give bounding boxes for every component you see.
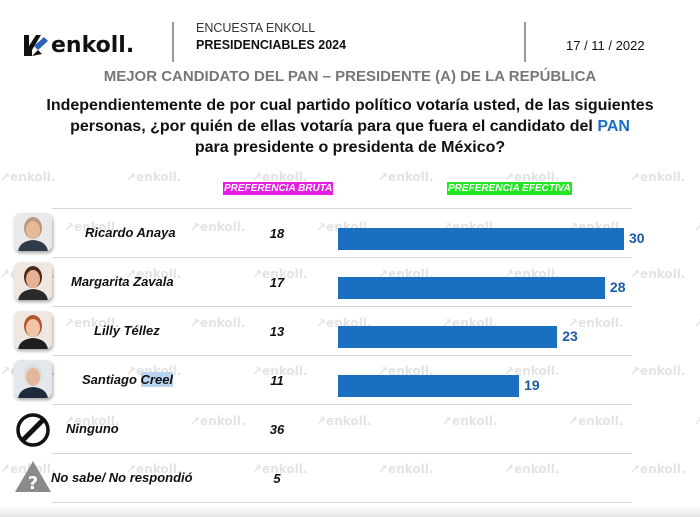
candidate-name: No sabe/ No respondió: [51, 470, 193, 485]
row-divider: [330, 257, 632, 258]
watermark: ↗enkoll.: [442, 414, 498, 428]
watermark: ↗enkoll.: [630, 267, 686, 281]
survey-name: ENCUESTA ENKOLL: [196, 21, 316, 35]
candidate-name: Ninguno: [66, 421, 119, 436]
survey-date: 17 / 11 / 2022: [566, 38, 645, 53]
row-divider: [330, 306, 632, 307]
watermark: ↗enkoll.: [694, 414, 700, 428]
candidate-name: Margarita Zavala: [71, 274, 174, 289]
watermark: ↗enkoll.: [316, 414, 372, 428]
preferencia-bruta-value: 11: [270, 373, 284, 388]
watermark: ↗enkoll.: [64, 414, 120, 428]
header-divider-left: [172, 22, 174, 62]
survey-question: Independientemente de por cual partido p…: [40, 95, 660, 158]
preferencia-efectiva-bar: [338, 375, 520, 397]
preferencia-bruta-value: 36: [269, 422, 285, 437]
preferencia-efectiva-bar: [338, 228, 624, 250]
watermark: ↗enkoll.: [0, 462, 56, 476]
preferencia-efectiva-value: 19: [524, 377, 540, 393]
watermark: ↗enkoll.: [126, 462, 182, 476]
watermark: ↗enkoll.: [630, 170, 686, 184]
question-text-2: para presidente o presidenta de México?: [194, 139, 506, 156]
watermark: ↗enkoll.: [64, 220, 120, 234]
watermark: ↗enkoll.: [252, 364, 308, 378]
row-divider: [330, 404, 632, 405]
watermark: ↗enkoll.: [0, 170, 56, 184]
preferencia-efectiva-bar: [338, 277, 605, 299]
preferencia-efectiva-value: 30: [629, 230, 645, 246]
watermark: ↗enkoll.: [504, 364, 560, 378]
preferencia-bruta-value: 17: [269, 275, 285, 290]
prohibited-icon: [15, 412, 51, 453]
question-warning-icon: ?: [14, 459, 52, 498]
enkoll-logo: enkoll.: [22, 30, 134, 60]
row-divider: [52, 502, 352, 503]
row-divider: [330, 453, 632, 454]
bottom-edge-shadow: [0, 505, 700, 517]
row-divider: [330, 208, 632, 209]
candidate-name: Santiago Creel: [82, 372, 174, 387]
photo-santiago-creel: [14, 360, 52, 398]
watermark: ↗enkoll.: [694, 220, 700, 234]
preferencia-bruta-value: 5: [273, 471, 281, 486]
watermark: ↗enkoll.: [568, 414, 624, 428]
row-divider: [52, 257, 352, 258]
watermark: ↗enkoll.: [190, 316, 246, 330]
watermark: ↗enkoll.: [126, 170, 182, 184]
watermark: ↗enkoll.: [504, 170, 560, 184]
row-divider: [52, 306, 352, 307]
watermark: ↗enkoll.: [64, 316, 120, 330]
watermark: ↗enkoll.: [126, 267, 182, 281]
watermark: ↗enkoll.: [190, 220, 246, 234]
watermark: ↗enkoll.: [378, 170, 434, 184]
watermark: ↗enkoll.: [504, 462, 560, 476]
watermark: ↗enkoll.: [694, 316, 700, 330]
watermark: ↗enkoll.: [252, 170, 308, 184]
column-header-preferencia-efectiva: PREFERENCIA EFECTIVA: [447, 182, 572, 195]
row-divider: [52, 355, 352, 356]
photo-ricardo-anaya: [14, 213, 52, 251]
enkoll-logo-text: enkoll.: [51, 32, 135, 58]
survey-subtitle: PRESIDENCIABLES 2024: [196, 38, 347, 52]
question-pan-highlight: PAN: [597, 118, 630, 135]
header-divider-right: [524, 22, 526, 62]
row-divider: [330, 355, 632, 356]
preferencia-bruta-value: 13: [269, 324, 285, 339]
photo-margarita-zavala: [14, 262, 52, 300]
watermark: ↗enkoll.: [568, 316, 624, 330]
preferencia-efectiva-value: 28: [609, 279, 626, 295]
watermark: ↗enkoll.: [630, 364, 686, 378]
candidate-name: Ricardo Anaya: [85, 225, 176, 240]
watermark: ↗enkoll.: [378, 462, 434, 476]
watermark: ↗enkoll.: [252, 267, 308, 281]
watermark: ↗enkoll.: [630, 462, 686, 476]
row-divider: [52, 404, 352, 405]
row-divider: [330, 502, 632, 503]
preferencia-efectiva-bar: [338, 326, 558, 348]
preferencia-bruta-value: 18: [269, 226, 285, 241]
svg-text:?: ?: [28, 473, 38, 493]
row-divider: [52, 453, 352, 454]
watermark: ↗enkoll.: [252, 462, 308, 476]
chart-title: MEJOR CANDIDATO DEL PAN – PRESIDENTE (A)…: [103, 68, 597, 85]
watermark: ↗enkoll.: [190, 414, 246, 428]
question-text-1: Independientemente de por cual partido p…: [46, 97, 654, 135]
candidate-name: Lilly Téllez: [94, 323, 160, 338]
row-divider: [52, 208, 352, 209]
preferencia-efectiva-value: 23: [562, 328, 578, 344]
column-header-preferencia-bruta: PREFERENCIA BRUTA: [223, 182, 334, 195]
watermark: ↗enkoll.: [378, 364, 434, 378]
enkoll-logo-icon: [22, 32, 50, 58]
photo-lilly-tellez: [14, 311, 52, 349]
